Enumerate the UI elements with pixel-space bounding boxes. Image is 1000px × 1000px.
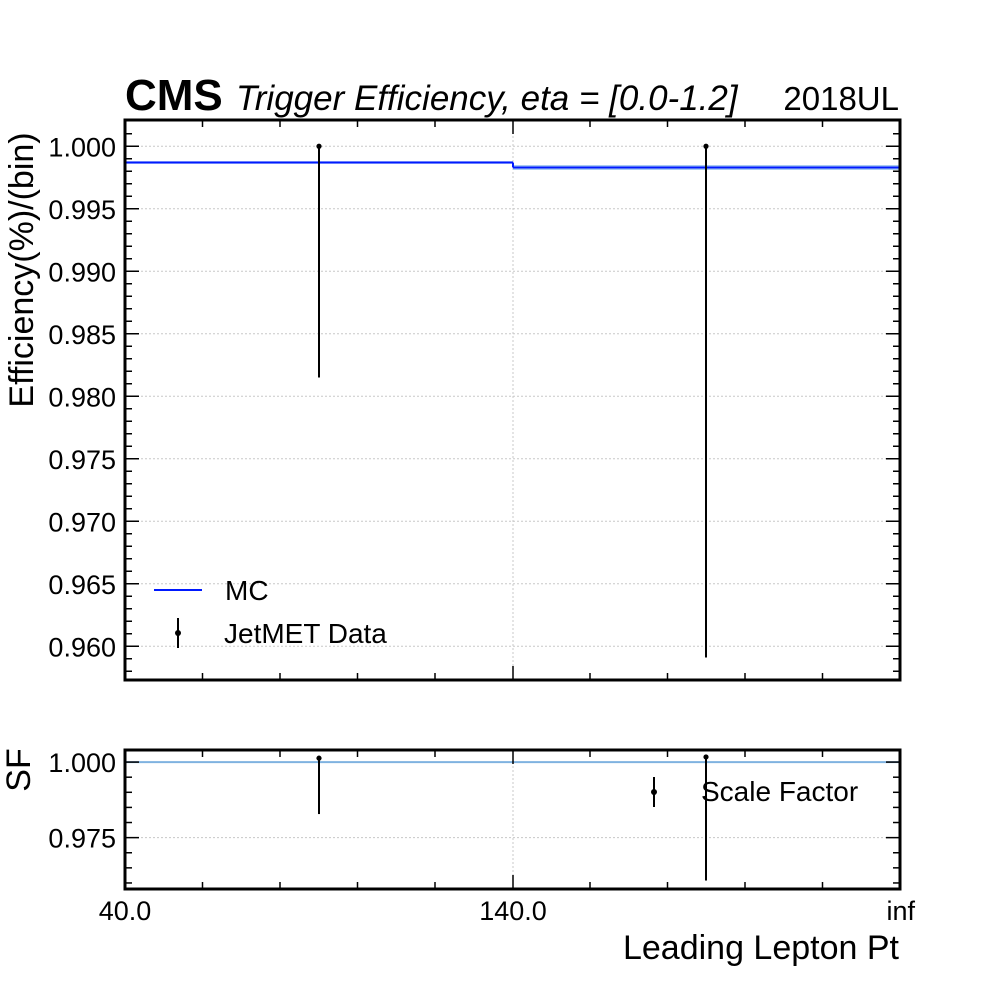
sf-point <box>703 754 709 760</box>
x-tick-label: inf <box>886 896 915 926</box>
chart-title: Trigger Efficiency, eta = [0.0-1.2] <box>236 79 739 118</box>
main-y-tick-label: 0.965 <box>48 570 116 600</box>
main-y-tick-label: 0.985 <box>48 320 116 350</box>
main-y-tick-label: 0.970 <box>48 507 116 537</box>
main-y-tick-labels: 1.000 0.995 0.990 0.985 0.980 0.975 0.970 0.965… <box>48 132 116 662</box>
x-tick-label: 40.0 <box>99 896 152 926</box>
ratio-y-tick-label: 0.975 <box>48 824 116 854</box>
main-y-tick-label: 0.990 <box>48 257 116 287</box>
main-y-axis-label: Efficiency(%)/(bin) <box>3 132 41 407</box>
era-label: 2018UL <box>783 80 899 117</box>
cms-label: CMS <box>125 71 223 120</box>
ratio-grid <box>125 750 900 889</box>
x-tick-labels: 40.0 140.0 inf <box>99 896 916 926</box>
main-y-tick-label: 0.995 <box>48 195 116 225</box>
ratio-y-axis-label: SF <box>0 748 38 791</box>
ratio-ticks <box>125 750 900 889</box>
data-point <box>316 143 322 149</box>
sf-point <box>316 755 322 761</box>
x-axis-label: Leading Lepton Pt <box>623 929 900 967</box>
legend-mc-label: MC <box>225 575 269 606</box>
main-y-tick-label: 1.000 <box>48 132 116 162</box>
main-legend: MC JetMET Data <box>154 575 387 649</box>
ratio-y-tick-labels: 1.000 0.975 <box>48 748 116 854</box>
x-tick-label: 140.0 <box>479 896 547 926</box>
main-ticks <box>125 120 900 680</box>
main-y-tick-label: 0.975 <box>48 445 116 475</box>
ratio-legend: Scale Factor <box>651 776 858 807</box>
sf-points <box>316 754 709 881</box>
legend-sf-label: Scale Factor <box>701 776 858 807</box>
data-point <box>703 143 709 149</box>
main-grid <box>125 120 900 680</box>
ratio-y-tick-label: 1.000 <box>48 748 116 778</box>
legend-data-label: JetMET Data <box>224 618 387 649</box>
data-points <box>316 143 709 658</box>
main-y-tick-label: 0.980 <box>48 382 116 412</box>
legend-sf-swatch-marker <box>651 789 657 795</box>
main-y-tick-label: 0.960 <box>48 632 116 662</box>
legend-data-swatch-marker <box>175 630 181 636</box>
